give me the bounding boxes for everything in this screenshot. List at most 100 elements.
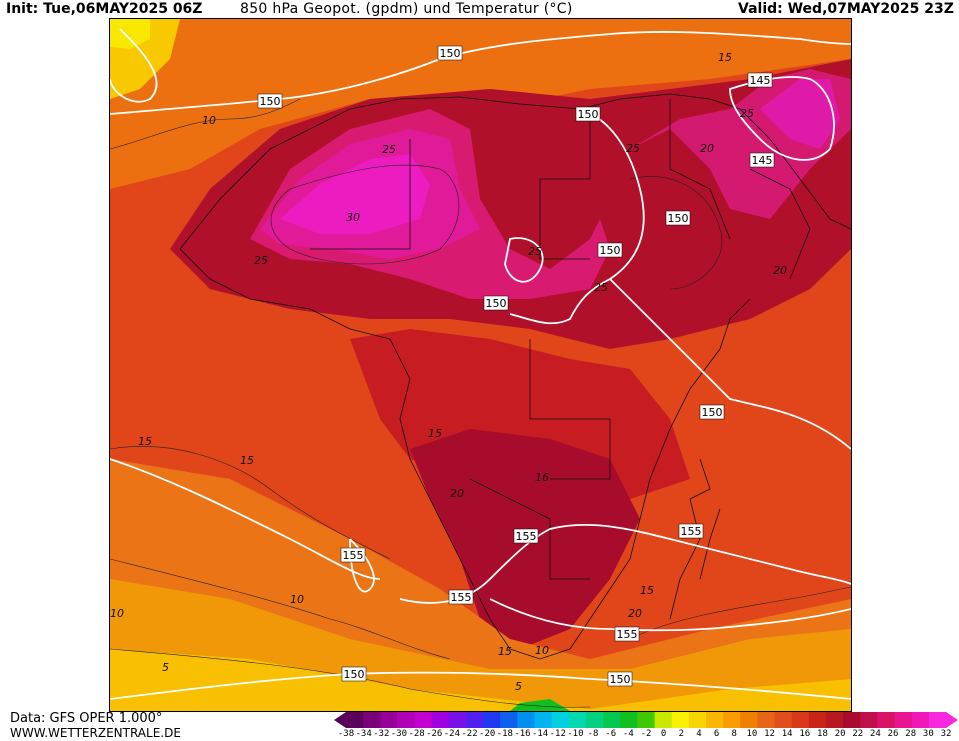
temperature-labels: 10 25 30 25 25 25 25 20 25 20 15 20 16 1…: [110, 51, 787, 693]
temp-label: 16: [535, 471, 549, 484]
colorbar-tick-label: -16: [514, 729, 531, 739]
colorbar-tick-label: -14: [531, 729, 549, 739]
geo-label: 150: [486, 297, 507, 310]
valid-time: Valid: Wed,07MAY2025 23Z: [738, 1, 954, 17]
colorbar-swatch: [928, 712, 947, 728]
colorbar-swatch: [620, 712, 638, 728]
colorbar-tick-label: 26: [887, 729, 899, 739]
south-green-spot: [510, 699, 570, 711]
northwest-light-yellow: [110, 19, 150, 49]
colorbar-tick-label: -8: [587, 729, 599, 739]
sahara-hottest-core: [280, 154, 430, 234]
geo-label: 155: [343, 549, 364, 562]
temp-label: 25: [528, 245, 542, 258]
colorbar-tick-label: 12: [764, 729, 775, 739]
colorbar-swatch: [637, 712, 656, 728]
colorbar-swatch: [483, 712, 501, 728]
colorbar-tick-label: 10: [746, 729, 758, 739]
temperature-field: 150 150 150 150 150 150 150 145 145 155 …: [110, 19, 851, 711]
temp-label: 10: [202, 114, 216, 127]
geopotential-isolines: [110, 28, 851, 700]
temp-label: 10: [290, 593, 304, 606]
weather-map: 150 150 150 150 150 150 150 145 145 155 …: [109, 18, 852, 712]
colorbar-swatch: [774, 712, 793, 728]
colorbar-tick-label: 28: [905, 729, 917, 739]
colorbar-tick-label: 2: [678, 729, 684, 739]
colorbar-tick-label: 22: [852, 729, 864, 739]
temp-label: 25: [626, 142, 640, 155]
colorbar-tick-label: -30: [390, 729, 408, 739]
colorbar-swatch: [791, 712, 810, 728]
colorbar-tick-label: -34: [355, 729, 372, 739]
colorbar-swatch: [397, 712, 416, 728]
colorbar-tick-label: 30: [922, 729, 934, 739]
temp-label: 10: [110, 607, 124, 620]
colorbar-swatch: [431, 712, 450, 728]
geo-label: 150: [702, 406, 723, 419]
geo-label: 145: [752, 154, 773, 167]
colorbar-tick-label: -2: [640, 729, 652, 739]
colorbar-swatch: [500, 712, 518, 728]
colorbar-swatch: [603, 712, 621, 728]
colorbar-swatch: [517, 712, 536, 728]
data-source: Data: GFS OPER 1.000°: [10, 711, 163, 726]
temp-label: 15: [718, 51, 732, 64]
colorbar-swatch: [534, 712, 553, 728]
colorbar-swatch: [551, 712, 570, 728]
temp-label: 5: [515, 680, 522, 693]
colorbar-tick-label: 8: [731, 729, 737, 739]
colorbar-swatch: [688, 712, 707, 728]
colorbar-swatch: [414, 712, 433, 728]
temp-label: 25: [740, 107, 754, 120]
colorbar-swatch: [808, 712, 827, 728]
geo-label: 150: [578, 108, 599, 121]
geo-label: 150: [610, 673, 631, 686]
geopotential-labels: 150 150 150 150 150 150 150 145 145 155 …: [257, 45, 775, 687]
colorbar-swatch: [448, 712, 467, 728]
geo-label: 155: [516, 530, 537, 543]
colorbar-tick-label: 4: [696, 729, 702, 739]
geo-label: 155: [681, 525, 702, 538]
colorbar-tick-label: -20: [479, 729, 496, 739]
colorbar-swatch: [671, 712, 690, 728]
colorbar-left-arrow: [334, 712, 346, 728]
temp-label: 20: [450, 487, 464, 500]
geo-label: 150: [440, 47, 461, 60]
temp-label: 15: [498, 645, 512, 658]
colorbar-swatch: [911, 712, 930, 728]
temp-label: 10: [535, 644, 549, 657]
temp-label: 25: [594, 281, 608, 294]
colorbar-swatch: [877, 712, 896, 728]
geo-label: 155: [451, 591, 472, 604]
colorbar-swatch: [380, 712, 398, 728]
temp-label: 30: [346, 211, 360, 224]
colorbar-swatch: [654, 712, 673, 728]
temp-label: 15: [240, 454, 254, 467]
colorbar-swatch: [568, 712, 587, 728]
geo-label: 150: [260, 95, 281, 108]
colorbar-tick-label: -24: [443, 729, 460, 739]
colorbar-tick-label: 20: [834, 729, 846, 739]
colorbar-swatch: [757, 712, 776, 728]
temp-label: 5: [162, 661, 169, 674]
colorbar-swatch: [860, 712, 878, 728]
colorbar-swatch: [363, 712, 381, 728]
colorbar-tick-label: -38: [337, 729, 355, 739]
geo-label: 150: [600, 244, 621, 257]
colorbar-tick-label: -22: [461, 729, 478, 739]
colorbar-swatch: [586, 712, 604, 728]
colorbar-tick-label: 24: [869, 729, 881, 739]
temp-label: 15: [640, 584, 654, 597]
south-yellow-band: [110, 649, 851, 711]
colorbar-tick-label: -10: [567, 729, 584, 739]
colorbar-swatch: [346, 712, 364, 728]
website-url: WWW.WETTERZENTRALE.DE: [10, 726, 181, 740]
colorbar-swatch: [843, 712, 861, 728]
colorbar-tick-label: 14: [781, 729, 793, 739]
colorbar-swatch: [894, 712, 913, 728]
colorbar-right-arrow: [946, 712, 958, 728]
temp-label: 25: [254, 254, 268, 267]
temp-label: 15: [138, 435, 152, 448]
temp-label: 20: [628, 607, 642, 620]
arabia-hottest-core: [760, 79, 840, 149]
